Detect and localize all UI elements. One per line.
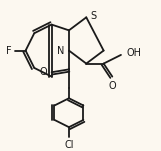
Text: N: N — [57, 46, 65, 56]
Text: S: S — [90, 11, 97, 21]
Text: O: O — [40, 67, 47, 77]
Text: OH: OH — [127, 48, 142, 58]
Text: O: O — [109, 81, 116, 91]
Text: Cl: Cl — [64, 140, 74, 150]
Text: F: F — [5, 46, 11, 56]
